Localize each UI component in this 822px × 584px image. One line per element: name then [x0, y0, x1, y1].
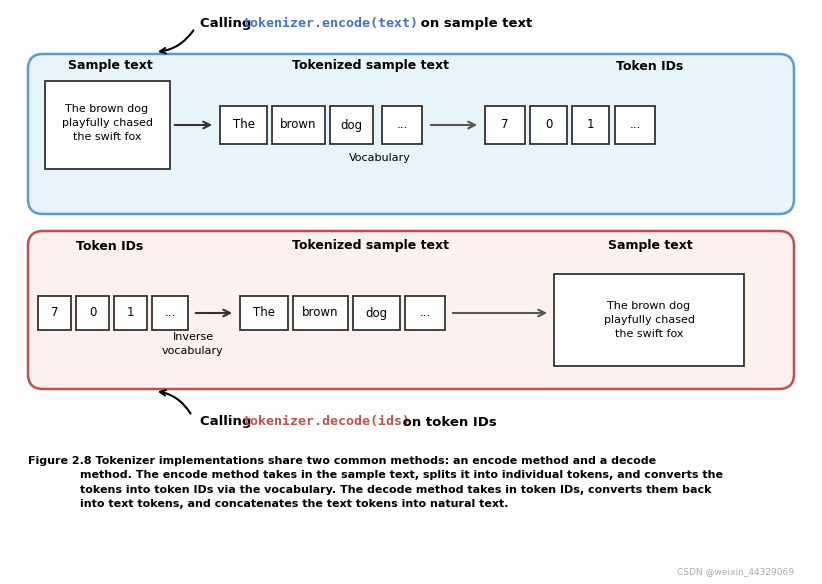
Text: 0: 0 [89, 307, 96, 319]
Text: 7: 7 [501, 119, 509, 131]
Text: Tokenizer implementations share two common methods: an encode method and a decod: Tokenizer implementations share two comm… [80, 456, 723, 509]
Text: The brown dog
playfully chased
the swift fox: The brown dog playfully chased the swift… [603, 301, 695, 339]
Bar [485, 106, 525, 144]
Bar [572, 106, 609, 144]
Text: ...: ... [630, 119, 640, 131]
Bar [530, 106, 567, 144]
Text: tokenizer.decode(ids): tokenizer.decode(ids) [242, 415, 410, 429]
Text: Calling: Calling [200, 16, 256, 30]
Text: Sample text: Sample text [67, 60, 152, 72]
Bar [114, 296, 147, 330]
Text: CSDN @weixin_44329069: CSDN @weixin_44329069 [677, 567, 794, 576]
Text: Calling: Calling [200, 415, 256, 429]
Text: Vocabulary: Vocabulary [349, 153, 411, 163]
Text: Inverse
vocabulary: Inverse vocabulary [162, 332, 224, 356]
Bar [405, 296, 445, 330]
Text: 0: 0 [545, 119, 552, 131]
FancyBboxPatch shape [28, 54, 794, 214]
Text: on token IDs: on token IDs [398, 415, 496, 429]
Text: ...: ... [419, 307, 431, 319]
Text: The: The [233, 119, 255, 131]
Bar [240, 296, 288, 330]
Text: Token IDs: Token IDs [616, 60, 684, 72]
Text: dog: dog [366, 307, 387, 319]
Text: Sample text: Sample text [607, 239, 692, 252]
Bar [382, 106, 422, 144]
Text: 1: 1 [127, 307, 134, 319]
Text: ...: ... [396, 119, 408, 131]
Text: ...: ... [164, 307, 176, 319]
Bar [76, 296, 109, 330]
Bar [272, 106, 325, 144]
Bar [615, 106, 655, 144]
Bar [38, 296, 71, 330]
Text: The brown dog
playfully chased
the swift fox: The brown dog playfully chased the swift… [62, 104, 153, 142]
Text: Tokenized sample text: Tokenized sample text [292, 60, 449, 72]
Text: Figure 2.8: Figure 2.8 [28, 456, 91, 466]
Text: The: The [253, 307, 275, 319]
Text: brown: brown [280, 119, 316, 131]
Bar [152, 296, 188, 330]
Bar [220, 106, 267, 144]
Bar [45, 81, 170, 169]
Text: dog: dog [340, 119, 363, 131]
Text: tokenizer.encode(text): tokenizer.encode(text) [242, 16, 418, 30]
Text: on sample text: on sample text [416, 16, 533, 30]
Text: Token IDs: Token IDs [76, 239, 144, 252]
Text: Tokenized sample text: Tokenized sample text [292, 239, 449, 252]
Bar [330, 106, 373, 144]
Bar [353, 296, 400, 330]
Text: 1: 1 [587, 119, 594, 131]
Text: 7: 7 [51, 307, 58, 319]
Bar [293, 296, 348, 330]
Text: brown: brown [302, 307, 339, 319]
FancyBboxPatch shape [28, 231, 794, 389]
Bar [554, 274, 744, 366]
